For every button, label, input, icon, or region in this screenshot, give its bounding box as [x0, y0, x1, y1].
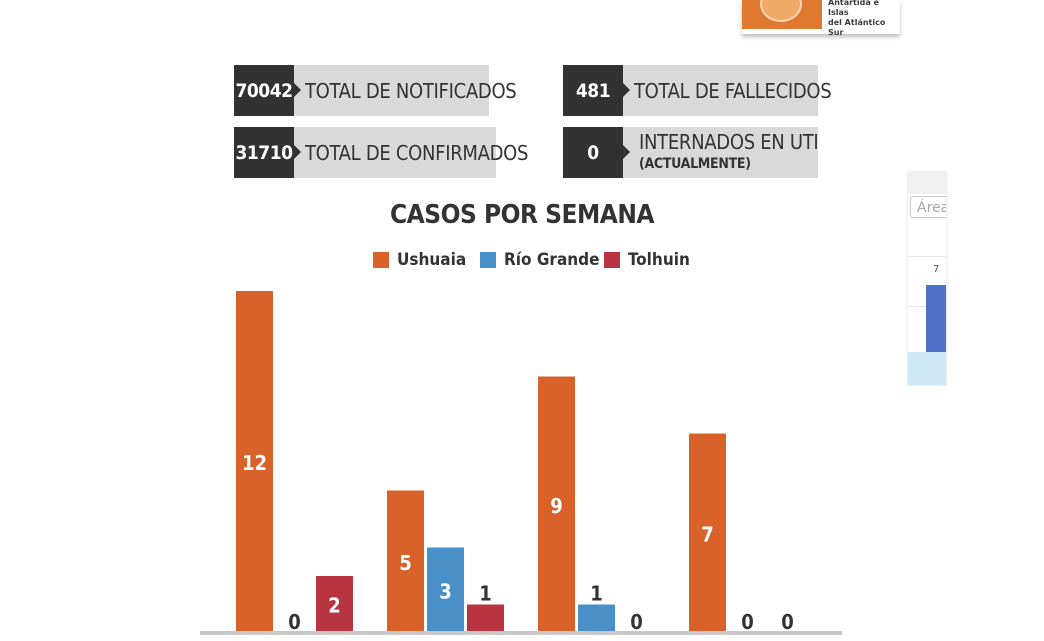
stat-uti-label: INTERNADOS EN UTI (ACTUALMENTE)	[639, 127, 819, 178]
bar-ushuaia-week-4	[689, 433, 726, 633]
stat-arrow-icon	[623, 145, 630, 159]
logo-text-line2: del Atlántico Sur	[828, 18, 886, 37]
legend-label-tolhuin: Tolhuin	[628, 250, 690, 270]
stat-arrow-icon	[294, 83, 301, 97]
side-panel: Área 7	[908, 172, 946, 385]
stat-confirmados-label: TOTAL DE CONFIRMADOS	[305, 127, 528, 178]
area-select-field[interactable]: Área	[910, 196, 946, 218]
side-bar	[926, 285, 946, 356]
stat-uti-sublabel: (ACTUALMENTE)	[639, 155, 751, 172]
legend-label-rio-grande: Río Grande	[504, 250, 600, 270]
legend-item-ushuaia: Ushuaia	[373, 248, 466, 272]
legend-label-ushuaia: Ushuaia	[397, 250, 467, 270]
data-label-ushuaia-week-3: 9	[550, 494, 563, 518]
stat-uti-label-text: INTERNADOS EN UTI	[639, 129, 819, 154]
data-label-ushuaia-week-2: 5	[399, 551, 412, 575]
stat-uti-value: 0	[563, 127, 623, 178]
bar-r-o-grande-week-2	[427, 547, 464, 633]
legend-swatch-tolhuin	[604, 252, 620, 268]
stat-notificados-value: 70042	[234, 65, 294, 116]
bar-r-o-grande-week-3	[578, 604, 615, 633]
stat-total-fallecidos: 481 TOTAL DE FALLECIDOS	[563, 65, 832, 116]
data-label-tolhuin-week-4: 0	[781, 610, 794, 634]
data-label-tolhuin-week-1: 2	[328, 594, 341, 618]
stat-confirmados-label-text: TOTAL DE CONFIRMADOS	[305, 140, 529, 165]
stat-arrow-icon	[623, 83, 630, 97]
data-label-ushuaia-week-4: 7	[701, 522, 714, 546]
data-label-tolhuin-week-3: 0	[630, 610, 643, 634]
legend-swatch-ushuaia	[373, 252, 389, 268]
side-area-fill	[908, 352, 946, 385]
logo-orange-block	[742, 0, 822, 29]
province-logo-banner: Antártida e Islas del Atlántico Sur	[742, 0, 900, 37]
data-label-r-o-grande-week-1: 0	[288, 610, 301, 634]
stat-total-confirmados: 31710 TOTAL DE CONFIRMADOS	[234, 127, 528, 178]
legend-swatch-rio-grande	[480, 252, 496, 268]
stat-fallecidos-value: 481	[563, 65, 623, 116]
side-gridline	[908, 256, 946, 257]
data-label-r-o-grande-week-3: 1	[590, 582, 603, 606]
side-panel-header	[908, 172, 946, 194]
stat-total-notificados: 70042 TOTAL DE NOTIFICADOS	[234, 65, 517, 116]
legend-item-rio-grande: Río Grande	[480, 248, 599, 272]
chart-baseline	[200, 631, 842, 635]
stat-fallecidos-label: TOTAL DE FALLECIDOS	[634, 65, 832, 116]
chart-title: CASOS POR SEMANA	[389, 200, 655, 230]
bar-ushuaia-week-3	[538, 376, 575, 633]
stat-notificados-label: TOTAL DE NOTIFICADOS	[305, 65, 517, 116]
side-bar-value: 7	[933, 264, 940, 275]
logo-text-line1: Antártida e Islas	[828, 0, 879, 17]
stat-arrow-icon	[294, 145, 301, 159]
data-label-r-o-grande-week-2: 3	[439, 579, 452, 603]
data-label-ushuaia-week-1: 12	[242, 451, 267, 475]
data-label-r-o-grande-week-4: 0	[741, 610, 754, 634]
logo-text: Antártida e Islas del Atlántico Sur	[828, 0, 900, 38]
bar-tolhuin-week-1	[316, 576, 353, 633]
stat-fallecidos-label-text: TOTAL DE FALLECIDOS	[634, 78, 832, 103]
bar-ushuaia-week-1	[236, 291, 273, 633]
bars-layer: 12 5 9 7 0 3 1 0 2 1 0 0	[236, 291, 794, 634]
stat-internados-uti: 0 INTERNADOS EN UTI (ACTUALMENTE)	[563, 127, 819, 178]
legend-item-tolhuin: Tolhuin	[604, 248, 690, 272]
stat-confirmados-value: 31710	[234, 127, 294, 178]
bar-ushuaia-week-2	[387, 490, 424, 633]
data-label-tolhuin-week-2: 1	[479, 582, 492, 606]
stat-notificados-label-text: TOTAL DE NOTIFICADOS	[305, 78, 517, 103]
bar-tolhuin-week-2	[467, 604, 504, 633]
